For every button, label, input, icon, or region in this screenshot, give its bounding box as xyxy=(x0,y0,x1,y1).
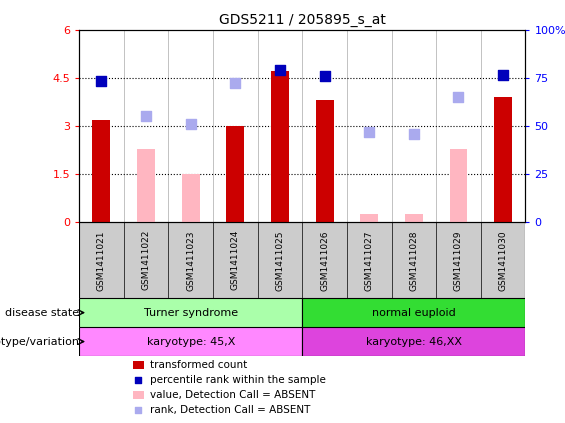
Point xyxy=(454,94,463,101)
Bar xyxy=(133,361,144,369)
Bar xyxy=(93,120,110,222)
Text: disease state: disease state xyxy=(5,308,79,318)
Bar xyxy=(302,327,525,356)
Bar xyxy=(360,214,378,222)
Text: GSM1411030: GSM1411030 xyxy=(499,230,507,291)
Text: GSM1411021: GSM1411021 xyxy=(97,230,106,291)
Bar xyxy=(137,148,155,222)
Text: GSM1411024: GSM1411024 xyxy=(231,230,240,291)
Text: GSM1411022: GSM1411022 xyxy=(142,230,150,291)
Bar xyxy=(450,148,467,222)
Bar xyxy=(133,391,144,399)
Text: genotype/variation: genotype/variation xyxy=(0,337,79,346)
Text: percentile rank within the sample: percentile rank within the sample xyxy=(150,375,325,385)
Text: karyotype: 45,X: karyotype: 45,X xyxy=(146,337,235,346)
Text: GSM1411027: GSM1411027 xyxy=(365,230,373,291)
Point xyxy=(320,73,329,80)
Point xyxy=(276,66,285,73)
Bar xyxy=(227,126,244,222)
Text: GSM1411028: GSM1411028 xyxy=(410,230,418,291)
Point xyxy=(231,79,240,86)
Text: GSM1411025: GSM1411025 xyxy=(276,230,284,291)
Point xyxy=(133,376,142,383)
Bar xyxy=(79,327,302,356)
Bar xyxy=(316,100,333,222)
Text: normal euploid: normal euploid xyxy=(372,308,456,318)
Text: rank, Detection Call = ABSENT: rank, Detection Call = ABSENT xyxy=(150,405,310,415)
Text: transformed count: transformed count xyxy=(150,360,247,370)
Point xyxy=(410,131,419,137)
Bar xyxy=(182,174,199,222)
Bar xyxy=(79,298,302,327)
Title: GDS5211 / 205895_s_at: GDS5211 / 205895_s_at xyxy=(219,13,386,27)
Point xyxy=(133,407,142,414)
Point xyxy=(186,121,195,128)
Text: GSM1411023: GSM1411023 xyxy=(186,230,195,291)
Text: value, Detection Call = ABSENT: value, Detection Call = ABSENT xyxy=(150,390,315,400)
Text: GSM1411029: GSM1411029 xyxy=(454,230,463,291)
Bar xyxy=(271,71,289,222)
Point xyxy=(499,71,508,78)
Point xyxy=(365,129,374,136)
Bar xyxy=(302,298,525,327)
Bar xyxy=(494,97,512,222)
Text: Turner syndrome: Turner syndrome xyxy=(144,308,238,318)
Text: karyotype: 46,XX: karyotype: 46,XX xyxy=(366,337,462,346)
Point xyxy=(141,113,150,120)
Bar xyxy=(405,214,423,222)
Point xyxy=(97,78,106,85)
Text: GSM1411026: GSM1411026 xyxy=(320,230,329,291)
